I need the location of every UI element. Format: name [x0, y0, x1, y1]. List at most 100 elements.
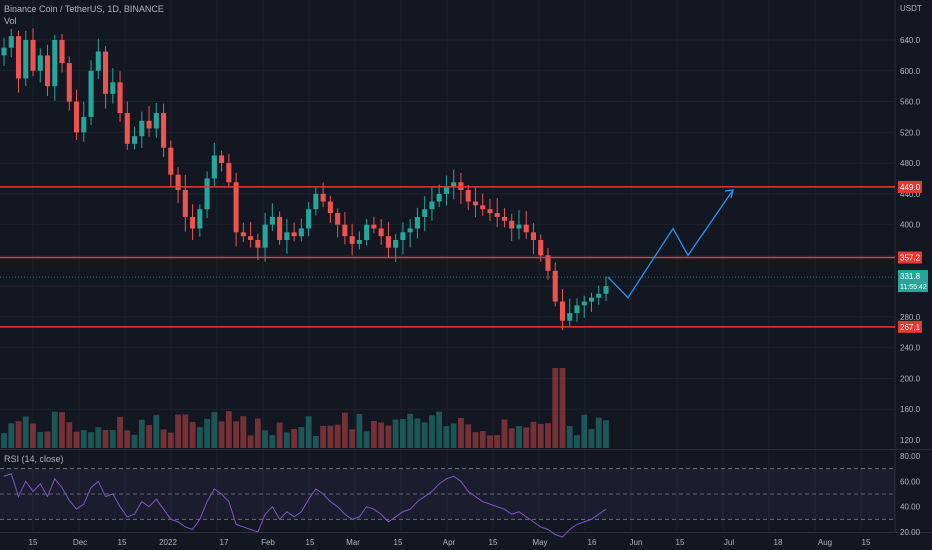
volume-bar	[160, 429, 167, 448]
candle-body	[545, 255, 551, 271]
volume-bar	[204, 418, 210, 448]
candle-body	[37, 55, 43, 71]
candle-body	[8, 36, 14, 48]
candle-body	[356, 240, 362, 244]
candle-body	[88, 70, 94, 117]
candle-body	[1, 47, 7, 56]
x-tick-label: 15	[306, 538, 315, 547]
volume-bar	[566, 425, 573, 448]
volume-bar	[385, 425, 392, 448]
level-price-tag	[898, 320, 922, 333]
volume-bar	[262, 430, 269, 448]
candle-body	[103, 51, 109, 94]
last-price-tag	[898, 270, 928, 293]
candle-body	[429, 201, 435, 210]
rsi-legend: RSI (14, close)	[4, 454, 64, 464]
candle-body	[204, 178, 210, 210]
y-tick-label: 160.0	[900, 405, 921, 414]
volume-bar	[80, 430, 87, 448]
volume-bar	[450, 423, 457, 448]
volume-bar	[312, 435, 319, 448]
x-tick-label: Jul	[724, 538, 734, 547]
volume-bar	[37, 432, 44, 448]
candle-body	[182, 190, 188, 217]
candle-body	[588, 297, 595, 302]
y-tick-label: 240.0	[900, 344, 921, 353]
candle-body	[15, 36, 22, 79]
candle-body	[378, 228, 384, 237]
volume-bar	[334, 424, 341, 448]
x-tick-label: 15	[489, 538, 498, 547]
candle-body	[255, 240, 261, 248]
volume-bar	[211, 412, 218, 448]
volume-bar	[443, 426, 450, 448]
candle-body	[472, 201, 478, 206]
volume-bar	[487, 435, 493, 448]
volume-bar	[276, 422, 283, 448]
x-tick-label: 15	[29, 538, 38, 547]
volume-bar	[146, 425, 152, 448]
volume-bar	[421, 422, 428, 448]
candle-body	[146, 120, 152, 129]
level-price-tag	[898, 180, 922, 193]
candle-body	[530, 232, 537, 240]
candle-body	[153, 113, 159, 129]
level-price-label: 449.0	[900, 183, 921, 192]
volume-bar	[88, 432, 94, 448]
candle-body	[262, 224, 268, 248]
y-tick-label: 400.0	[900, 221, 921, 230]
candle-body	[59, 40, 65, 64]
x-tick-label: 15	[118, 538, 127, 547]
level-price-label: 357.2	[900, 254, 921, 263]
volume-bar	[523, 427, 530, 448]
candle-body	[364, 224, 370, 240]
candle-body	[523, 224, 529, 233]
candle-body	[81, 116, 87, 133]
projection-path	[607, 189, 734, 299]
volume-bar	[22, 416, 29, 448]
candle-body	[161, 113, 167, 148]
y-tick-label: 640.0	[900, 36, 921, 45]
candle-body	[501, 216, 507, 221]
last-price-countdown: 11:55:42	[900, 284, 927, 291]
x-tick-label: Aug	[818, 538, 832, 547]
candle-body	[73, 101, 80, 133]
candle-body	[23, 40, 29, 79]
candle-body	[349, 236, 355, 244]
candle-body	[175, 174, 181, 190]
y-tick-label: 520.0	[900, 128, 921, 137]
volume-bar	[603, 420, 609, 448]
candle-body	[124, 113, 130, 144]
candle-body	[44, 55, 51, 87]
volume-bar	[400, 419, 406, 448]
volume-bar	[8, 423, 15, 448]
candle-body	[451, 182, 457, 187]
y-tick-label: 280.0	[900, 313, 921, 322]
y-tick-label: 600.0	[900, 67, 921, 76]
candle-body	[552, 270, 558, 302]
volume-bar	[51, 411, 58, 448]
volume-bar	[429, 415, 435, 448]
volume-bar	[196, 427, 203, 448]
candle-body	[342, 224, 348, 237]
last-price-label: 331.8	[900, 272, 921, 281]
volume-bar	[472, 432, 479, 448]
volume-bar	[218, 421, 225, 448]
candle-body	[110, 82, 116, 94]
volume-bar	[30, 423, 36, 448]
volume-bar	[1, 433, 7, 448]
volume-bar	[131, 434, 138, 448]
y-tick-label: 560.0	[900, 98, 921, 107]
x-tick-label: Mar	[346, 538, 360, 547]
rsi-tick-label: 80.00	[900, 452, 921, 461]
candle-body	[371, 224, 377, 229]
x-tick-label: Dec	[73, 538, 87, 547]
volume-bar	[545, 423, 551, 448]
volume-bar	[320, 425, 327, 448]
candle-body	[559, 301, 566, 321]
volume-bar	[341, 412, 348, 448]
volume-bar	[414, 418, 421, 448]
volume-bar	[247, 435, 254, 448]
candle-body	[269, 216, 275, 225]
